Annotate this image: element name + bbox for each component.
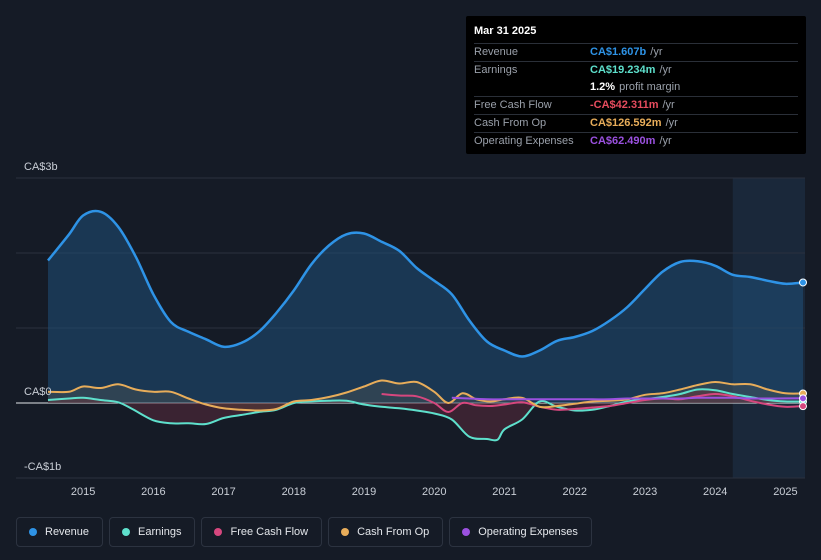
legend-dot-icon: [29, 528, 37, 536]
tooltip-unit: /yr: [650, 46, 663, 58]
revenue-line: [47, 209, 804, 358]
tooltip-value: CA$1.607b: [590, 46, 647, 58]
legend-item-earnings[interactable]: Earnings: [109, 517, 196, 547]
legend-item-cash-from-op[interactable]: Cash From Op: [328, 517, 444, 547]
tooltip-unit: profit margin: [619, 81, 681, 93]
tooltip-value: CA$19.234m: [590, 64, 656, 76]
legend: Revenue Earnings Free Cash Flow Cash Fro…: [16, 517, 592, 547]
x-ticks: 2015 2016 2017 2018 2019 2020 2021 2022 2023 2024…: [71, 486, 798, 498]
legend-dot-icon: [341, 528, 350, 536]
tooltip-label: Earnings: [474, 64, 518, 76]
x-tick-label: 2024: [703, 486, 727, 498]
earnings-line: [47, 388, 804, 442]
tooltip-unit: /yr: [659, 135, 672, 147]
x-tick-label: 2025: [773, 486, 797, 498]
tooltip-row-free-cash-flow: Free Cash Flow -CA$42.311m /yr: [474, 96, 798, 114]
tooltip-label: [474, 79, 590, 96]
tooltip: Mar 31 2025 Revenue CA$1.607b /yr Earnin…: [466, 16, 806, 154]
x-tick-label: 2017: [211, 486, 235, 498]
tooltip-label: Operating Expenses: [474, 135, 574, 147]
y-label-top: CA$3b: [24, 161, 58, 173]
x-tick-label: 2020: [422, 486, 446, 498]
legend-dot-icon: [122, 528, 131, 536]
x-tick-label: 2022: [563, 486, 587, 498]
tooltip-label: Cash From Op: [474, 117, 547, 129]
legend-label: Operating Expenses: [478, 526, 578, 538]
x-tick-label: 2019: [352, 486, 376, 498]
cash-from-op-line: [47, 379, 804, 412]
tooltip-value: CA$62.490m: [590, 135, 656, 147]
end-markers: [799, 278, 807, 411]
series-areas: [48, 211, 803, 441]
legend-dot-icon: [214, 528, 223, 536]
legend-item-free-cash-flow[interactable]: Free Cash Flow: [201, 517, 323, 547]
tooltip-unit: /yr: [662, 99, 675, 111]
series-lines: [47, 209, 804, 442]
tooltip-unit: /yr: [665, 117, 678, 129]
y-label-bottom: -CA$1b: [24, 461, 61, 473]
tooltip-row-cash-from-op: Cash From Op CA$126.592m /yr: [474, 114, 798, 132]
cash-from-op-area: [48, 380, 803, 411]
x-tick-label: 2021: [492, 486, 516, 498]
tooltip-unit: /yr: [659, 64, 672, 76]
x-tick-label: 2023: [633, 486, 657, 498]
tooltip-row-revenue: Revenue CA$1.607b /yr: [474, 43, 798, 61]
tooltip-value: -CA$42.311m: [590, 99, 659, 111]
tooltip-row-margin: 1.2% profit margin: [474, 79, 798, 96]
axis-labels: CA$3b CA$0 -CA$1b: [24, 161, 61, 473]
legend-label: Earnings: [138, 526, 182, 538]
x-tick-label: 2018: [282, 486, 306, 498]
x-tick-label: 2016: [141, 486, 165, 498]
tooltip-value: CA$126.592m: [590, 117, 662, 129]
tooltip-row-operating-expenses: Operating Expenses CA$62.490m /yr: [474, 132, 798, 150]
x-tick-label: 2015: [71, 486, 95, 498]
legend-item-operating-expenses[interactable]: Operating Expenses: [449, 517, 592, 547]
tooltip-value: 1.2%: [590, 81, 616, 93]
legend-label: Cash From Op: [357, 526, 430, 538]
tooltip-label: Free Cash Flow: [474, 99, 552, 111]
tooltip-label: Revenue: [474, 46, 519, 58]
revenue-area: [48, 211, 803, 403]
tooltip-row-earnings: Earnings CA$19.234m /yr: [474, 61, 798, 79]
legend-item-revenue[interactable]: Revenue: [16, 517, 104, 547]
tooltip-date: Mar 31 2025: [474, 25, 537, 37]
y-label-zero: CA$0: [24, 386, 52, 398]
revenue-end-marker: [799, 278, 807, 287]
operating-expenses-line: [451, 396, 804, 401]
free-cash-flow-end-marker: [799, 402, 807, 411]
legend-label: Free Cash Flow: [230, 526, 309, 538]
legend-label: Revenue: [45, 526, 90, 538]
free-cash-flow-line: [381, 393, 804, 413]
legend-dot-icon: [462, 528, 471, 536]
operating-expenses-end-marker: [799, 394, 807, 403]
